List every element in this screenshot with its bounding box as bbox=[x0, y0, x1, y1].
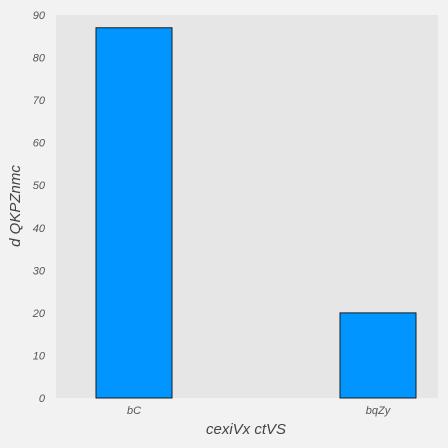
y-tick-label: 30 bbox=[33, 265, 46, 277]
bars-group bbox=[95, 27, 417, 399]
x-tick-label: bC bbox=[127, 405, 141, 417]
x-axis-ticks: bC bqZy bbox=[127, 405, 392, 417]
bar-bC bbox=[95, 27, 173, 399]
y-tick-label: 50 bbox=[33, 180, 46, 192]
x-tick-label: bqZy bbox=[366, 405, 392, 417]
y-tick-label: 40 bbox=[33, 223, 46, 235]
y-tick-label: 80 bbox=[33, 53, 46, 65]
y-tick-label: 10 bbox=[33, 350, 46, 362]
y-tick-label: 20 bbox=[32, 308, 46, 320]
x-axis-label: cexiVx ctVS bbox=[206, 421, 286, 438]
y-tick-label: 0 bbox=[39, 393, 46, 405]
bar-bqZy bbox=[339, 312, 417, 399]
y-tick-label: 70 bbox=[33, 95, 46, 107]
y-axis-label: d QKPZnmc bbox=[7, 165, 24, 247]
y-tick-label: 60 bbox=[33, 138, 46, 150]
y-tick-label: 90 bbox=[33, 10, 46, 22]
y-axis-ticks: 0 10 20 30 40 50 60 70 80 90 bbox=[32, 10, 46, 405]
